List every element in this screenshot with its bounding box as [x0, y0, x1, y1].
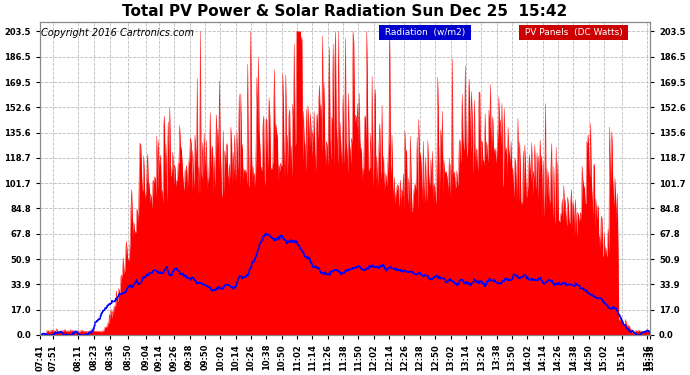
Text: Copyright 2016 Cartronics.com: Copyright 2016 Cartronics.com: [41, 28, 194, 38]
Title: Total PV Power & Solar Radiation Sun Dec 25  15:42: Total PV Power & Solar Radiation Sun Dec…: [122, 4, 568, 19]
Text: Radiation  (w/m2): Radiation (w/m2): [382, 28, 468, 37]
Text: PV Panels  (DC Watts): PV Panels (DC Watts): [522, 28, 626, 37]
